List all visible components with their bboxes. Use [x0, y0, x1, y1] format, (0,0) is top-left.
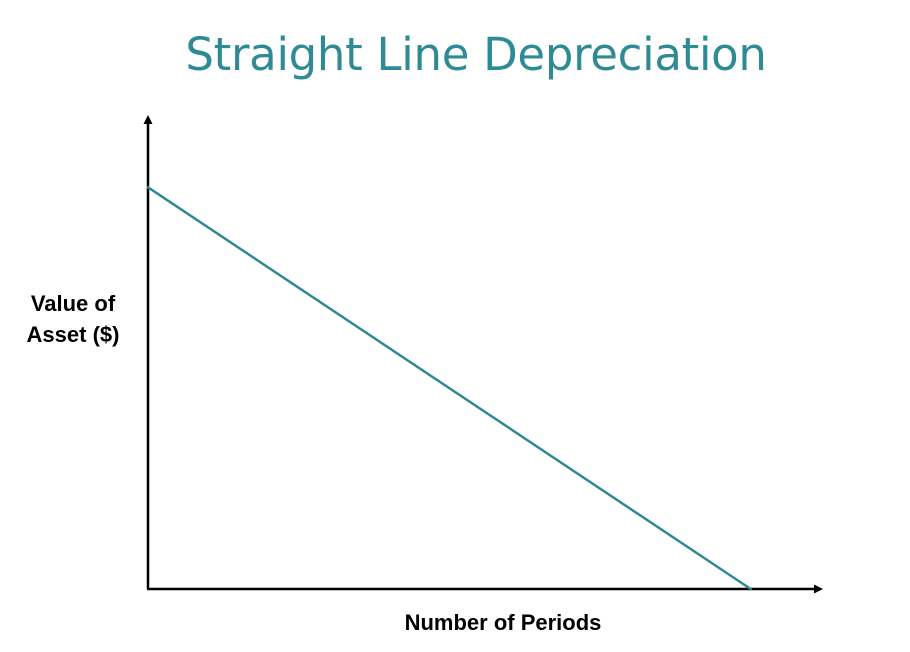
chart-title: Straight Line Depreciation [185, 28, 767, 81]
x-axis-arrow [814, 584, 823, 594]
y-axis-arrow [143, 115, 153, 124]
y-axis-label: Value of Asset ($) [12, 288, 134, 350]
series-layer [146, 186, 752, 591]
axes [143, 115, 823, 594]
x-axis-label: Number of Periods [404, 610, 602, 635]
series-line-1 [146, 186, 752, 591]
y-axis-label-line-1: Value of [30, 291, 116, 316]
y-axis-label-line-2: Asset ($) [26, 322, 120, 347]
